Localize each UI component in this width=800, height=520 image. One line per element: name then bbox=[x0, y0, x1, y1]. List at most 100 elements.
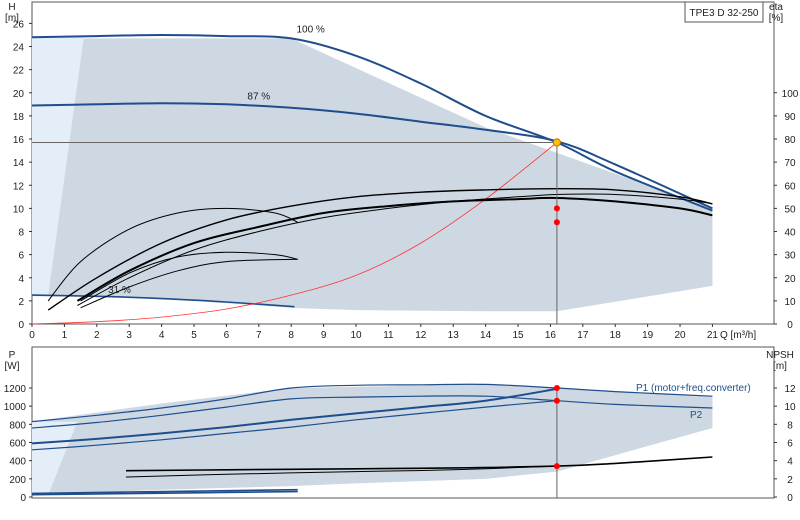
y-left-tick-label: 22 bbox=[13, 66, 25, 77]
x-tick-label: 11 bbox=[383, 330, 394, 341]
y-left-tick-label: 4 bbox=[18, 274, 24, 285]
power_low-curve-4 bbox=[31, 488, 298, 495]
x-tick-label: 19 bbox=[642, 330, 654, 341]
x-tick-label: 5 bbox=[191, 330, 197, 341]
x-tick-label: 2 bbox=[94, 330, 100, 341]
x-tick-label: 20 bbox=[674, 330, 686, 341]
x-tick-label: 7 bbox=[256, 330, 262, 341]
power-light-strip bbox=[32, 421, 78, 496]
head-curve-0 bbox=[31, 33, 713, 212]
efficiency-curve-7 bbox=[47, 207, 298, 302]
p1-series-label: P1 (motor+freq.converter) bbox=[636, 383, 751, 394]
npsh-tick-label: 0 bbox=[787, 493, 793, 504]
y-right-tick-label: 50 bbox=[784, 204, 796, 215]
x-tick-label: 16 bbox=[545, 330, 557, 341]
operating-range-area bbox=[32, 37, 713, 312]
system-curve-3 bbox=[31, 142, 558, 325]
p-axis-unit: [W] bbox=[5, 361, 20, 372]
y-right-tick-label: 70 bbox=[784, 158, 796, 169]
efficiency-point bbox=[553, 219, 560, 226]
y-right-tick-label: 10 bbox=[784, 297, 796, 308]
npsh-curve-7 bbox=[125, 465, 557, 478]
x-axis-label: Q [m³/h] bbox=[720, 330, 756, 341]
p-tick-label: 600 bbox=[9, 439, 26, 450]
head-curve-label: 100 % bbox=[296, 25, 324, 36]
y-left-tick-label: 14 bbox=[13, 158, 25, 169]
x-tick-label: 15 bbox=[512, 330, 524, 341]
y-left-tick-label: 18 bbox=[13, 112, 25, 123]
npsh-tick-label: 4 bbox=[787, 457, 793, 468]
power-point bbox=[553, 397, 560, 404]
y-left-tick-label: 0 bbox=[18, 320, 24, 331]
power-point bbox=[553, 463, 560, 470]
npsh-tick-label: 12 bbox=[784, 384, 796, 395]
x-tick-label: 13 bbox=[448, 330, 460, 341]
x-tick-label: 10 bbox=[350, 330, 362, 341]
p-tick-label: 400 bbox=[9, 457, 26, 468]
efficiency-point bbox=[553, 205, 560, 212]
npsh-tick-label: 10 bbox=[784, 402, 796, 413]
y-left-axis-label: H bbox=[8, 2, 15, 13]
x-tick-label: 18 bbox=[610, 330, 622, 341]
model-label-box bbox=[684, 1, 764, 23]
y-right-axis-label: eta bbox=[769, 2, 783, 13]
x-tick-label: 8 bbox=[288, 330, 294, 341]
y-left-tick-label: 8 bbox=[18, 228, 24, 239]
x-tick-label: 4 bbox=[159, 330, 165, 341]
x-tick-label: 9 bbox=[321, 330, 327, 341]
y-right-tick-label: 0 bbox=[787, 320, 793, 331]
x-tick-label: 21 bbox=[707, 330, 719, 341]
head-curve-label: 87 % bbox=[247, 92, 270, 103]
x-tick-label: 0 bbox=[29, 330, 35, 341]
y-left-tick-label: 12 bbox=[13, 181, 25, 192]
y-left-tick-label: 20 bbox=[13, 89, 25, 100]
head-curve-label: 31 % bbox=[108, 285, 131, 296]
npsh-axis-label: NPSH bbox=[766, 350, 794, 361]
x-tick-label: 3 bbox=[126, 330, 132, 341]
y-left-tick-label: 26 bbox=[13, 19, 25, 30]
y-left-axis-unit: [m] bbox=[5, 13, 19, 24]
power-range-area bbox=[32, 384, 713, 496]
y-left-tick-label: 2 bbox=[18, 297, 24, 308]
power_low-curve-5 bbox=[31, 490, 298, 496]
x-tick-label: 1 bbox=[62, 330, 68, 341]
npsh-tick-label: 2 bbox=[787, 475, 793, 486]
y-left-tick-label: 6 bbox=[18, 251, 24, 262]
y-right-axis-unit: [%] bbox=[769, 13, 784, 24]
p-tick-label: 1000 bbox=[4, 402, 27, 413]
y-left-tick-label: 10 bbox=[13, 204, 25, 215]
head-curve-2 bbox=[31, 294, 295, 308]
power-point bbox=[553, 385, 560, 391]
npsh-tick-label: 6 bbox=[787, 439, 793, 450]
y-right-tick-label: 40 bbox=[784, 228, 796, 239]
p-tick-label: 1200 bbox=[4, 384, 27, 395]
npsh-axis-unit: [m] bbox=[773, 361, 787, 372]
y-left-tick-label: 16 bbox=[13, 135, 25, 146]
x-tick-label: 14 bbox=[480, 330, 492, 341]
head-efficiency-panel: 100 %87 %31 %0 1 2 3 4 5 6 7 8 9 10 11 12 13 14 15 16 17 1… bbox=[5, 1, 799, 341]
x-tick-label: 12 bbox=[415, 330, 427, 341]
efficiency-curve-4 bbox=[47, 187, 713, 311]
y-right-tick-label: 30 bbox=[784, 251, 796, 262]
y-right-tick-label: 80 bbox=[784, 135, 796, 146]
npsh-curve-6 bbox=[125, 456, 713, 472]
npsh-tick-label: 8 bbox=[787, 420, 793, 431]
power-curve-2 bbox=[31, 387, 558, 445]
y-right-tick-label: 90 bbox=[784, 112, 796, 123]
power-npsh-panel: P1 (motor+freq.converter) P 2 0 200 400 600 800… bbox=[4, 346, 796, 504]
efficiency-curve-5 bbox=[77, 193, 713, 306]
y-right-tick-label: 60 bbox=[784, 181, 796, 192]
x-tick-label: 17 bbox=[577, 330, 589, 341]
duty-point bbox=[552, 138, 562, 147]
p-tick-label: 200 bbox=[9, 475, 26, 486]
p-tick-label: 800 bbox=[9, 420, 26, 431]
light-range-strip bbox=[32, 37, 84, 296]
p-axis-label: P bbox=[9, 350, 16, 361]
efficiency-curve-8 bbox=[80, 251, 298, 302]
x-tick-label: 6 bbox=[224, 330, 230, 341]
efficiency-curve-9 bbox=[80, 258, 298, 309]
p-tick-label: 0 bbox=[20, 493, 26, 504]
model-label: TPE3 D 32-250 bbox=[690, 8, 759, 19]
power-curve-0 bbox=[31, 383, 713, 423]
